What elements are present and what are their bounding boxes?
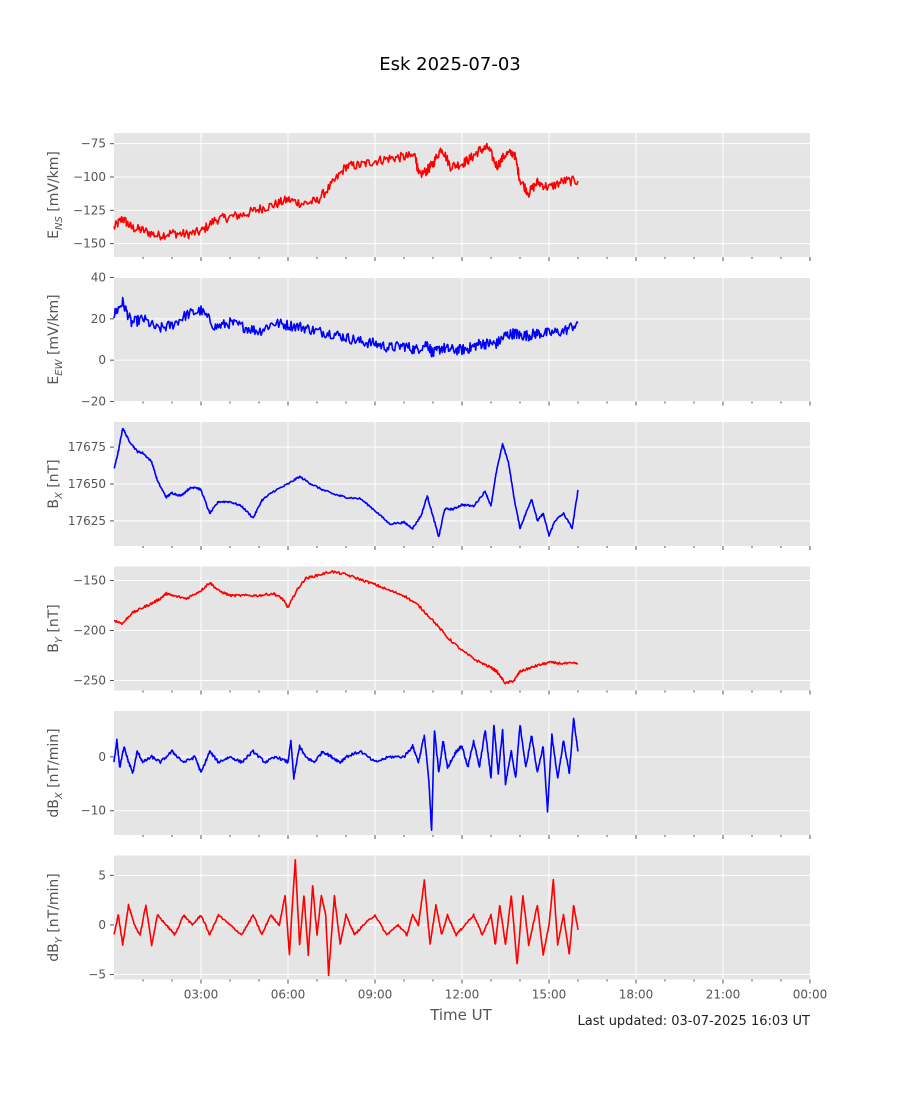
y-axis-label: BX [nT] — [46, 459, 65, 508]
series-line-by — [113, 570, 579, 685]
y-tick-label: −75 — [81, 137, 106, 151]
series-line-bx — [113, 427, 579, 538]
y-tick-label: 20 — [91, 312, 106, 326]
y-tick-label: 17650 — [68, 477, 106, 491]
x-tick-label: 00:00 — [793, 988, 828, 1002]
y-tick-label: 0 — [98, 750, 106, 764]
y-tick-label: 17625 — [68, 514, 106, 528]
y-tick-label: 17675 — [68, 440, 106, 454]
series-line-ens — [113, 142, 579, 241]
y-tick-label: −150 — [73, 237, 106, 251]
y-tick-label: −5 — [88, 968, 106, 982]
y-axis-label: dBY [nT/min] — [46, 873, 65, 962]
y-tick-label: 40 — [91, 271, 106, 285]
y-tick-label: −125 — [73, 203, 106, 217]
chart-title: Esk 2025-07-03 — [379, 54, 521, 75]
panel-dbx: 0 −10 dBX [nT/min] — [46, 711, 811, 839]
x-tick-label: 09:00 — [358, 988, 393, 1002]
series-line-dbx — [113, 717, 579, 831]
panel-ens: −75 −100 −125 −150 ENS [mV/km] — [46, 133, 811, 261]
y-axis-label: ENS [mV/km] — [46, 151, 65, 239]
x-tick-label: 12:00 — [445, 988, 480, 1002]
y-tick-label: 0 — [98, 353, 106, 367]
x-tick-label: 15:00 — [532, 988, 567, 1002]
x-tick-label: 06:00 — [271, 988, 306, 1002]
series-line-eew — [113, 296, 579, 358]
y-axis-label: BY [nT] — [46, 604, 65, 653]
y-tick-label: 0 — [98, 918, 106, 932]
last-updated-text: Last updated: 03-07-2025 16:03 UT — [577, 1014, 810, 1029]
y-tick-label: −10 — [81, 804, 106, 818]
y-tick-label: −150 — [73, 574, 106, 588]
x-tick-label: 21:00 — [706, 988, 741, 1002]
x-tick-label: 18:00 — [619, 988, 654, 1002]
x-axis: 03:00 06:00 09:00 12:00 15:00 18:00 21:00 00:00 — [184, 988, 828, 1002]
panel-dby: 5 0 −5 dBY [nT/min] — [46, 855, 811, 984]
x-tick-label: 03:00 — [184, 988, 219, 1002]
series-line-dby — [113, 859, 579, 977]
x-axis-label: Time UT — [429, 1006, 492, 1024]
panel-eew: 40 20 0 −20 EEW [mV/km] — [46, 271, 811, 409]
y-tick-label: −20 — [81, 395, 106, 409]
y-tick-label: −200 — [73, 624, 106, 638]
y-axis-label: EEW [mV/km] — [46, 294, 65, 384]
panel-by: −150 −200 −250 BY [nT] — [46, 566, 811, 695]
y-tick-label: 5 — [98, 868, 106, 882]
y-tick-label: −250 — [73, 674, 106, 688]
y-axis-label: dBX [nT/min] — [46, 728, 65, 817]
y-tick-label: −100 — [73, 170, 106, 184]
